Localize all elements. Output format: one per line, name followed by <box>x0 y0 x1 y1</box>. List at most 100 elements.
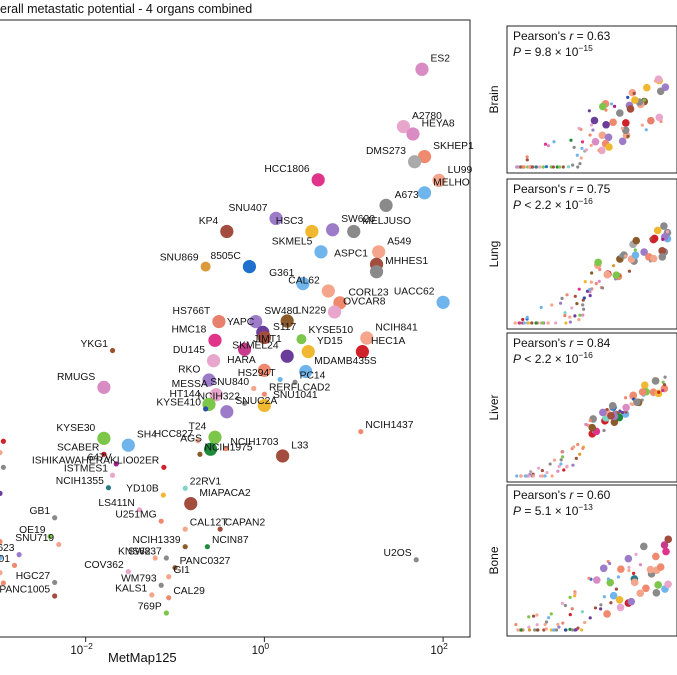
panel-point <box>640 123 644 127</box>
point-label-hec1a: HEC1A <box>371 336 405 347</box>
panel-point <box>573 591 577 596</box>
point-label-snuc2a: SNUC2A <box>235 396 277 407</box>
point-label-kals1: KALS1 <box>115 583 147 594</box>
point-label-cov362: COV362 <box>84 560 124 571</box>
data-point-heya8 <box>406 127 420 141</box>
panel-point <box>643 83 651 92</box>
panel-point <box>658 253 667 261</box>
panel-point <box>568 320 572 324</box>
point-label-cal29: CAL29 <box>173 586 205 597</box>
panel-point <box>525 315 529 319</box>
panel-point <box>525 155 529 159</box>
data-point-snu719 <box>56 541 62 548</box>
data-point-pc14 <box>292 379 298 385</box>
panel-point <box>568 595 572 599</box>
panel-point <box>550 474 554 478</box>
panel-point <box>603 270 612 279</box>
panel-point <box>575 301 579 306</box>
point-label-647v: 647V <box>88 452 112 463</box>
point-label-sw480: SW480 <box>264 306 298 317</box>
panel-point <box>588 287 592 292</box>
data-point-kp4 <box>220 224 234 239</box>
panel-point <box>591 137 600 146</box>
point-label-cal12t: CAL12T <box>190 518 228 529</box>
data-point-ncih1623 <box>16 552 22 558</box>
panel-point <box>551 628 556 632</box>
panel-point <box>632 571 636 576</box>
data-point-snu840 <box>251 385 257 392</box>
point-label-rko: RKO <box>178 364 200 375</box>
data-point-wm793 <box>158 582 164 588</box>
panel-point <box>565 464 569 468</box>
point-label-capan2: CAPAN2 <box>225 518 266 529</box>
panel-point <box>530 165 534 169</box>
panel-point <box>580 610 584 614</box>
data-point-mdamb435s <box>299 364 313 379</box>
point-label-heya8: HEYA8 <box>422 118 455 129</box>
panel-pearson-r-brain: Pearson's r = 0.63 <box>513 29 611 43</box>
point-label-rerflcad2: RERFLCAD2 <box>269 383 330 394</box>
data-point-kals1 <box>149 592 155 598</box>
panel-point <box>609 591 618 600</box>
point-label-snu869: SNU869 <box>160 253 199 264</box>
point-label-ht144: HT144 <box>169 389 200 400</box>
panel-point <box>642 584 650 593</box>
point-label-gi1: GI1 <box>173 565 190 576</box>
data-point-ncodg1 <box>0 580 6 586</box>
panel-point <box>599 408 607 417</box>
panel-point <box>604 133 613 142</box>
data-point-kyse510 <box>296 334 307 345</box>
point-label-wm793: WM793 <box>121 574 157 585</box>
data-point-lc1 <box>0 554 3 561</box>
panel-point <box>602 595 606 599</box>
panel-point <box>519 165 523 169</box>
panel-point <box>630 578 639 587</box>
panel-point <box>608 583 612 587</box>
point-label-22rv1: 22RV1 <box>190 477 222 488</box>
data-point-sh4 <box>121 438 135 452</box>
panel-point <box>542 628 546 632</box>
panel-point <box>549 612 553 616</box>
point-label-mhhes1: MHHES1 <box>385 256 428 267</box>
panel-point <box>577 287 581 291</box>
panel-point <box>547 616 551 620</box>
data-point-nu46 <box>0 570 3 576</box>
data-point-ln229 <box>280 314 294 328</box>
panel-point <box>616 575 621 579</box>
panel-point <box>559 458 563 462</box>
point-label-snu407: SNU407 <box>229 203 268 214</box>
point-label-ncih322: NCIH322 <box>198 392 241 403</box>
panel-p-value-brain: P = 9.8 × 10−15 <box>513 43 593 59</box>
data-point-snu869 <box>200 261 211 272</box>
data-point-capan2 <box>217 526 223 532</box>
panel-point <box>536 628 540 632</box>
panel-point <box>652 589 661 597</box>
panel-frame-brain <box>506 25 677 174</box>
point-label-skhep1: SKHEP1 <box>433 141 474 152</box>
panel-point <box>549 628 553 632</box>
panel-point <box>564 321 568 325</box>
panel-point <box>631 251 640 259</box>
main-plot-frame <box>0 19 471 638</box>
panel-point <box>568 315 572 319</box>
panel-point <box>513 321 517 325</box>
panel-point <box>534 165 538 169</box>
panel-point <box>642 98 646 102</box>
panel-point <box>620 410 625 415</box>
point-label-ln229: LN229 <box>296 305 327 316</box>
point-label-hcc1806: HCC1806 <box>264 164 309 175</box>
panel-point <box>576 165 580 169</box>
panel-point <box>560 296 564 300</box>
data-point-cal29 <box>166 595 172 601</box>
point-label-istmes1: ISTMES1 <box>64 464 108 475</box>
point-label-messa: MESSA <box>172 379 208 390</box>
panel-point <box>578 162 582 166</box>
point-label-kns62: KNS62 <box>118 546 151 557</box>
panel-point <box>527 628 532 632</box>
panel-point <box>575 153 579 157</box>
data-point-cov362 <box>125 569 131 575</box>
panel-point <box>582 296 586 300</box>
data-point-cal12t <box>182 526 188 532</box>
data-point-sw620 <box>326 223 340 237</box>
point-label-kyse410: KYSE410 <box>156 397 201 408</box>
